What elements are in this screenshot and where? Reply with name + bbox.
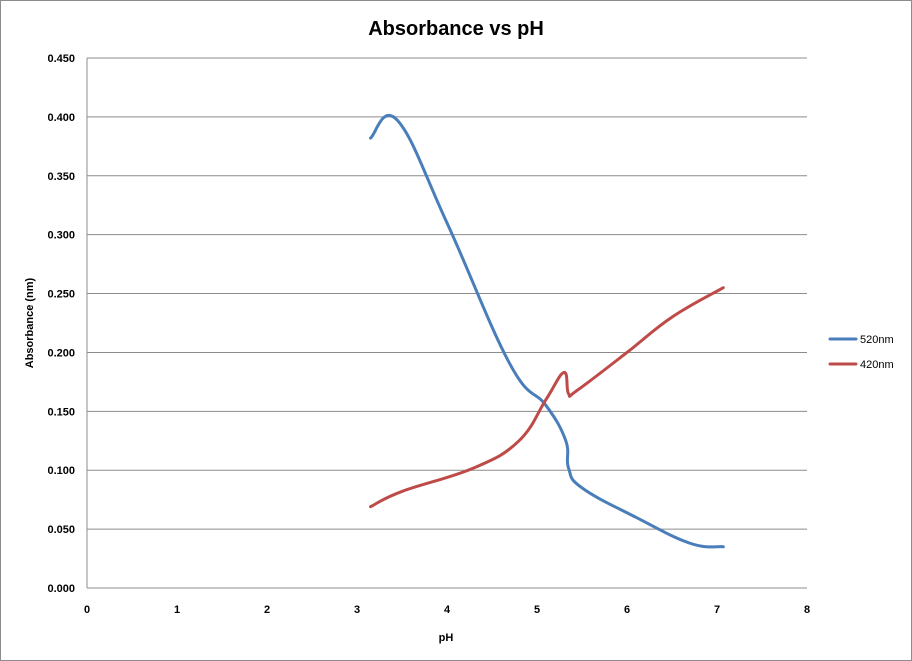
y-tick-label: 0.450	[47, 53, 75, 65]
x-tick-label: 3	[354, 604, 360, 616]
chart-title: Absorbance vs pH	[368, 18, 544, 40]
y-tick-label: 0.250	[47, 289, 75, 301]
gridlines	[87, 57, 807, 530]
x-tick-label: 4	[444, 604, 451, 616]
x-tick-labels: 0 1 2 3 4 5 6 7 8	[84, 604, 810, 616]
legend: 520nm 420nm	[828, 334, 894, 371]
series-line-520nm	[369, 114, 725, 549]
legend-label-520nm: 520nm	[860, 334, 894, 346]
y-tick-labels: 0.000 0.050 0.100 0.150 0.200 0.250 0.300 0.350…	[47, 53, 75, 595]
series-line-420nm	[369, 286, 725, 509]
series-layer	[369, 114, 725, 549]
y-tick-label: 0.400	[47, 112, 75, 124]
y-tick-label: 0.300	[47, 230, 75, 242]
x-tick-label: 6	[624, 604, 630, 616]
x-axis-label: pH	[439, 632, 454, 644]
x-tick-label: 1	[174, 604, 180, 616]
y-tick-label: 0.150	[47, 406, 75, 418]
y-tick-label: 0.100	[47, 465, 75, 477]
x-tick-label: 0	[84, 604, 90, 616]
y-tick-label: 0.000	[47, 583, 75, 595]
y-tick-label: 0.350	[47, 171, 75, 183]
y-tick-label: 0.050	[47, 524, 75, 536]
x-tick-label: 2	[264, 604, 270, 616]
x-tick-label: 8	[804, 604, 810, 616]
x-tick-label: 5	[534, 604, 540, 616]
x-tick-label: 7	[714, 604, 720, 616]
y-axis-label: Absorbance (nm)	[24, 277, 36, 368]
legend-label-420nm: 420nm	[860, 359, 894, 371]
y-tick-label: 0.200	[47, 347, 75, 359]
